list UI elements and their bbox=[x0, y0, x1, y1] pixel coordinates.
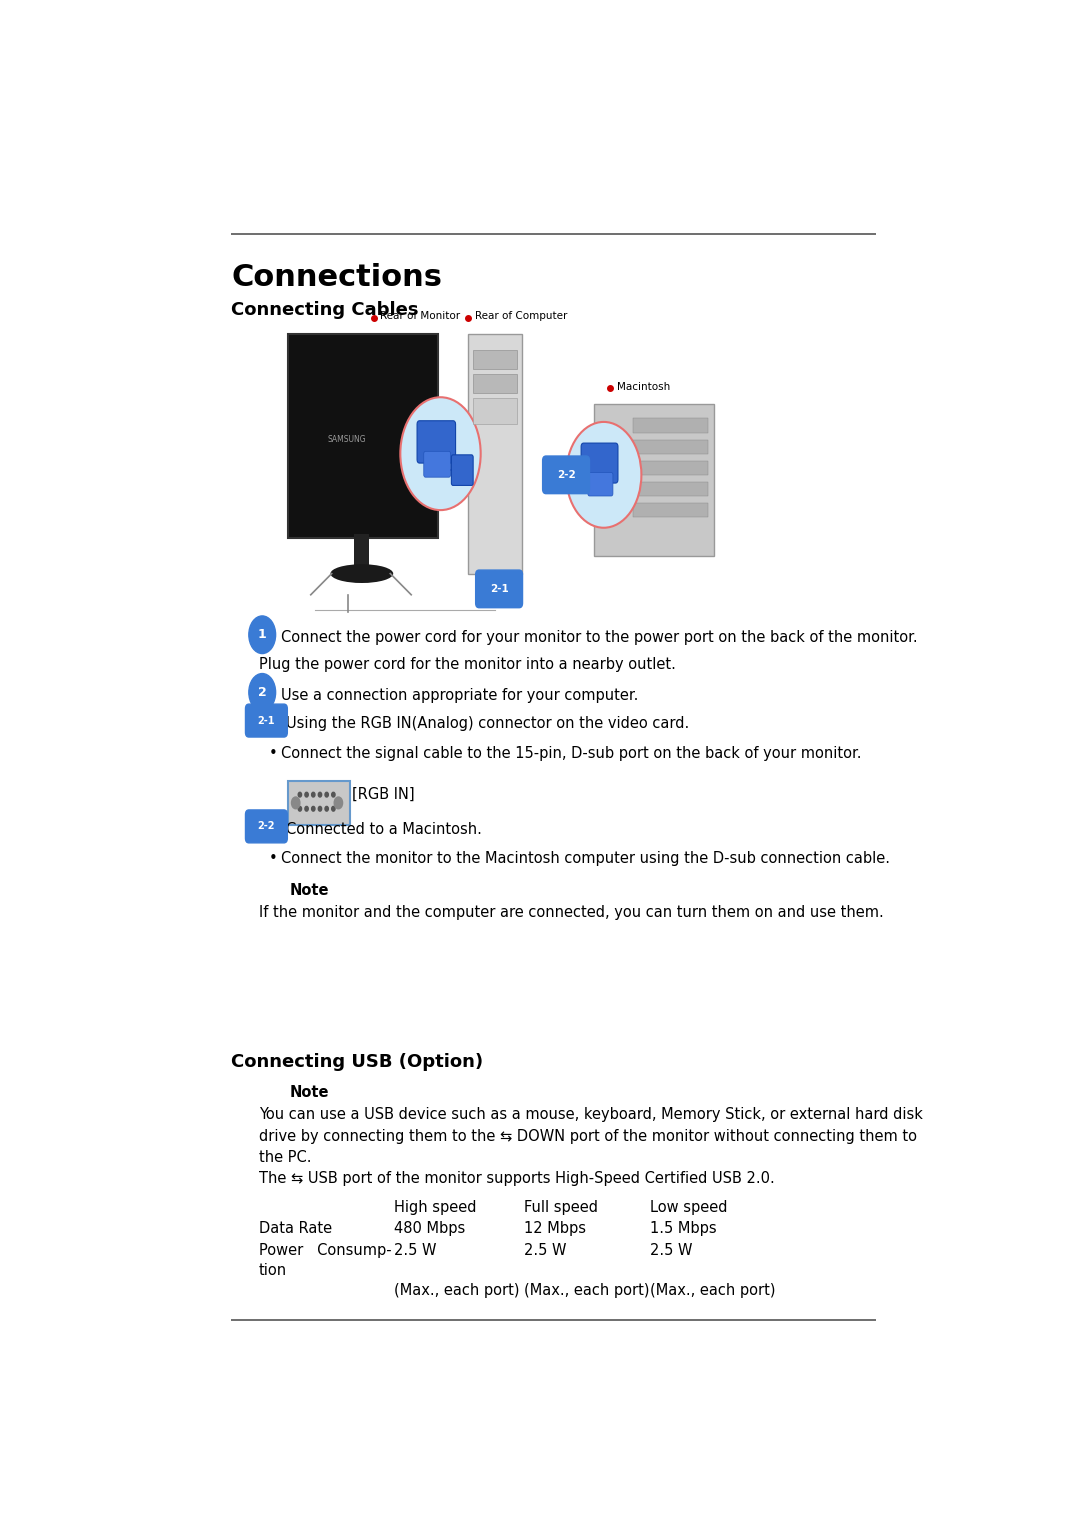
Circle shape bbox=[298, 806, 301, 811]
Text: Connections: Connections bbox=[231, 263, 442, 292]
Text: 2-2: 2-2 bbox=[556, 470, 576, 479]
Bar bbox=[354, 533, 369, 571]
Text: If the monitor and the computer are connected, you can turn them on and use them: If the monitor and the computer are conn… bbox=[259, 906, 883, 921]
Circle shape bbox=[319, 806, 322, 811]
Circle shape bbox=[298, 793, 301, 797]
Text: Use a connection appropriate for your computer.: Use a connection appropriate for your co… bbox=[282, 687, 639, 702]
Circle shape bbox=[305, 793, 308, 797]
FancyBboxPatch shape bbox=[245, 704, 287, 738]
Bar bbox=[473, 374, 516, 392]
Circle shape bbox=[292, 797, 300, 809]
Text: Power   Consump-: Power Consump- bbox=[259, 1243, 392, 1258]
Bar bbox=[473, 399, 516, 425]
Ellipse shape bbox=[330, 563, 393, 583]
FancyBboxPatch shape bbox=[245, 809, 287, 843]
Text: the PC.: the PC. bbox=[259, 1150, 311, 1165]
Text: 2: 2 bbox=[258, 686, 267, 699]
Bar bbox=[633, 461, 708, 475]
FancyBboxPatch shape bbox=[423, 452, 450, 476]
Text: Note: Note bbox=[289, 883, 329, 898]
Bar bbox=[633, 502, 708, 518]
Text: tion: tion bbox=[259, 1263, 287, 1278]
Circle shape bbox=[566, 421, 642, 528]
Circle shape bbox=[248, 615, 275, 654]
Circle shape bbox=[312, 793, 315, 797]
Text: Connect the monitor to the Macintosh computer using the D-sub connection cable.: Connect the monitor to the Macintosh com… bbox=[282, 851, 891, 866]
Text: (Max., each port): (Max., each port) bbox=[524, 1283, 650, 1298]
Text: The ⇆ USB port of the monitor supports High-Speed Certified USB 2.0.: The ⇆ USB port of the monitor supports H… bbox=[259, 1171, 774, 1186]
Circle shape bbox=[325, 793, 328, 797]
Text: Connect the power cord for your monitor to the power port on the back of the mon: Connect the power cord for your monitor … bbox=[282, 631, 918, 644]
Text: Note: Note bbox=[289, 1086, 329, 1099]
FancyBboxPatch shape bbox=[542, 457, 590, 493]
Text: 2.5 W: 2.5 W bbox=[650, 1243, 692, 1258]
Circle shape bbox=[332, 793, 335, 797]
Text: You can use a USB device such as a mouse, keyboard, Memory Stick, or external ha: You can use a USB device such as a mouse… bbox=[259, 1107, 922, 1122]
Text: 480 Mbps: 480 Mbps bbox=[394, 1222, 465, 1237]
Text: Rear of Computer: Rear of Computer bbox=[475, 312, 567, 321]
FancyBboxPatch shape bbox=[594, 405, 714, 556]
Text: Full speed: Full speed bbox=[524, 1200, 598, 1215]
Text: Low speed: Low speed bbox=[650, 1200, 727, 1215]
FancyBboxPatch shape bbox=[475, 570, 523, 608]
Text: Using the RGB IN(Analog) connector on the video card.: Using the RGB IN(Analog) connector on th… bbox=[285, 716, 689, 731]
Text: 2-1: 2-1 bbox=[258, 716, 275, 725]
FancyBboxPatch shape bbox=[288, 334, 438, 539]
FancyBboxPatch shape bbox=[468, 334, 522, 574]
Text: •: • bbox=[269, 747, 278, 762]
Text: 1: 1 bbox=[258, 628, 267, 641]
Circle shape bbox=[305, 806, 308, 811]
Text: 2.5 W: 2.5 W bbox=[524, 1243, 567, 1258]
Text: Connected to a Macintosh.: Connected to a Macintosh. bbox=[285, 822, 482, 837]
Text: 2.5 W: 2.5 W bbox=[394, 1243, 437, 1258]
Text: drive by connecting them to the ⇆ DOWN port of the monitor without connecting th: drive by connecting them to the ⇆ DOWN p… bbox=[259, 1128, 917, 1144]
Text: Macintosh: Macintosh bbox=[617, 382, 671, 392]
Bar bbox=[473, 350, 516, 370]
Circle shape bbox=[401, 397, 481, 510]
Circle shape bbox=[325, 806, 328, 811]
FancyBboxPatch shape bbox=[417, 421, 456, 463]
Text: 12 Mbps: 12 Mbps bbox=[524, 1222, 586, 1237]
Text: Connecting USB (Option): Connecting USB (Option) bbox=[231, 1054, 484, 1072]
Text: Data Rate: Data Rate bbox=[259, 1222, 332, 1237]
Bar bbox=[633, 418, 708, 432]
FancyBboxPatch shape bbox=[581, 443, 618, 483]
Text: Plug the power cord for the monitor into a nearby outlet.: Plug the power cord for the monitor into… bbox=[259, 657, 676, 672]
Circle shape bbox=[319, 793, 322, 797]
Circle shape bbox=[332, 806, 335, 811]
Text: Rear of Monitor: Rear of Monitor bbox=[380, 312, 460, 321]
FancyBboxPatch shape bbox=[588, 472, 613, 496]
Text: SAMSUNG: SAMSUNG bbox=[327, 435, 366, 444]
Text: 2-2: 2-2 bbox=[258, 822, 275, 831]
Text: High speed: High speed bbox=[394, 1200, 477, 1215]
Circle shape bbox=[248, 673, 275, 712]
Text: (Max., each port): (Max., each port) bbox=[650, 1283, 775, 1298]
Text: (Max., each port): (Max., each port) bbox=[394, 1283, 519, 1298]
Text: 2-1: 2-1 bbox=[489, 583, 509, 594]
Bar bbox=[633, 440, 708, 454]
Text: [RGB IN]: [RGB IN] bbox=[352, 786, 415, 802]
Circle shape bbox=[334, 797, 342, 809]
FancyBboxPatch shape bbox=[288, 780, 350, 825]
Circle shape bbox=[312, 806, 315, 811]
Text: Connect the signal cable to the 15-pin, D-sub port on the back of your monitor.: Connect the signal cable to the 15-pin, … bbox=[282, 747, 862, 762]
Text: •: • bbox=[269, 851, 278, 866]
Text: 1.5 Mbps: 1.5 Mbps bbox=[650, 1222, 716, 1237]
FancyBboxPatch shape bbox=[451, 455, 473, 486]
Text: Connecting Cables: Connecting Cables bbox=[231, 301, 419, 319]
Bar bbox=[633, 483, 708, 496]
